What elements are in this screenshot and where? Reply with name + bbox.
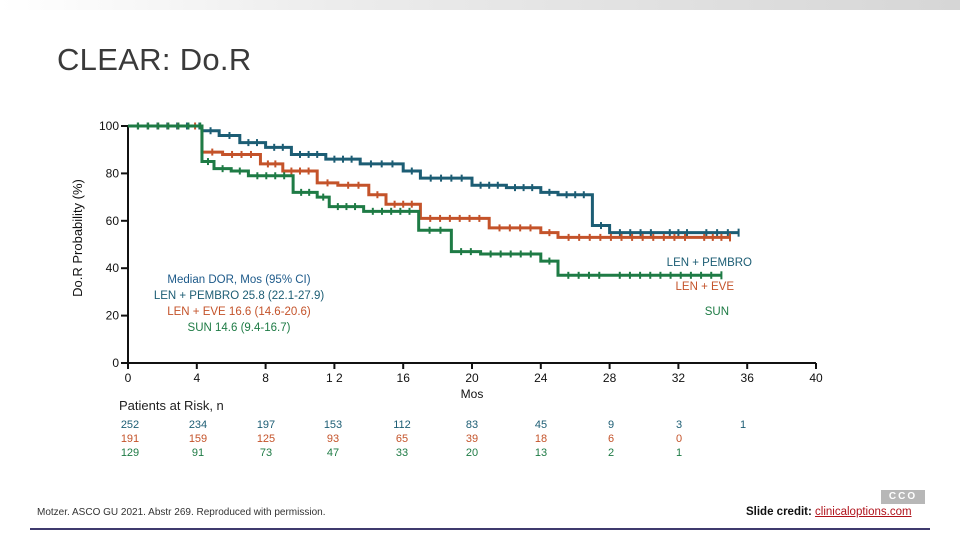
series-len_eve [128,122,731,242]
x-tick-label: 40 [809,371,823,385]
cco-logo: CCO [881,490,925,504]
risk-cell-sun: 129 [120,447,140,459]
risk-cell-len_pembro: 112 [393,419,411,431]
x-tick-label: 8 [262,371,269,385]
slide-title: CLEAR: Do.R [57,42,252,77]
risk-cell-len_eve: 65 [395,433,409,445]
footnote: Motzer. ASCO GU 2021. Abstr 269. Reprodu… [37,507,326,518]
series-sun [128,122,723,280]
risk-cell-sun: 1 [675,447,683,459]
axes-layer: 0 20 40 60 80 100 0 4 8 1 2 16 20 24 28 32 36 40 Mos Do.R … [70,119,823,401]
x-tick-label: 28 [603,371,617,385]
bottom-rule [30,528,930,530]
credit-label: Slide credit: [746,506,812,518]
median-annotation-len_pembro: LEN + PEMBRO 25.8 (22.1-27.9) [154,290,325,302]
x-tick-label: 32 [672,371,686,385]
risk-cell-sun: 2 [607,447,615,459]
risk-cell-len_eve: 39 [465,433,479,445]
risk-cell-sun: 47 [326,447,340,459]
series-layer [128,122,740,280]
risk-cell-sun: 33 [395,447,409,459]
y-axis-label: Do.R Probability (%) [70,179,85,297]
x-tick-label: 24 [534,371,548,385]
risk-cell-len_pembro: 83 [465,419,479,431]
y-tick-label: 0 [112,356,119,370]
risk-cell-len_pembro: 153 [323,419,343,431]
risk-cell-len_pembro: 197 [256,419,276,431]
risk-cell-len_pembro: 1 [739,419,747,431]
median-annotation-heading: Median DOR, Mos (95% CI) [167,274,310,286]
risk-cell-len_eve: 159 [188,433,208,445]
median-annotation-len_eve: LEN + EVE 16.6 (14.6-20.6) [167,306,311,318]
risk-cell-len_eve: 125 [256,433,276,445]
credit-link[interactable]: clinicaloptions.com [815,506,912,518]
x-tick-label: 1 2 [326,371,343,385]
x-tick-label: 0 [125,371,132,385]
y-tick-label: 60 [106,214,120,228]
risk-cell-len_eve: 0 [675,433,683,445]
risk-cell-sun: 91 [191,447,205,459]
top-gradient-bar [0,0,960,10]
risk-cell-len_pembro: 45 [534,419,548,431]
series-end-label-len_pembro: LEN + PEMBRO [667,257,752,269]
risk-cell-sun: 20 [465,447,479,459]
risk-table-title: Patients at Risk, n [119,398,224,413]
labels-layer: LEN + PEMBRO LEN + EVE SUN Median DOR, Mos … [154,257,752,334]
risk-cell-sun: 73 [259,447,273,459]
risk-cell-len_eve: 191 [120,433,140,445]
risk-cell-len_pembro: 3 [675,419,683,431]
risk-cell-sun: 13 [534,447,548,459]
risk-cell-len_pembro: 234 [188,419,208,431]
y-tick-label: 40 [106,261,120,275]
x-tick-label: 4 [193,371,200,385]
risk-cell-len_pembro: 252 [120,419,140,431]
risk-cell-len_pembro: 9 [607,419,615,431]
y-tick-label: 100 [99,119,119,133]
slide-credit: Slide credit: clinicaloptions.com [746,506,912,518]
x-axis-label: Mos [461,387,484,401]
y-tick-label: 80 [106,166,120,180]
risk-cell-len_eve: 18 [534,433,548,445]
series-end-label-len_eve: LEN + EVE [676,281,735,293]
series-line-len_pembro [128,124,739,235]
median-annotation-sun: SUN 14.6 (9.4-16.7) [188,322,291,334]
series-line-len_eve [128,124,730,239]
x-tick-label: 36 [741,371,755,385]
risk-cell-len_eve: 93 [326,433,340,445]
risk-cell-len_eve: 6 [607,433,615,445]
y-tick-label: 20 [106,309,120,323]
x-tick-label: 16 [397,371,411,385]
x-tick-label: 20 [465,371,479,385]
series-end-label-sun: SUN [705,306,729,318]
series-line-sun [128,124,722,277]
